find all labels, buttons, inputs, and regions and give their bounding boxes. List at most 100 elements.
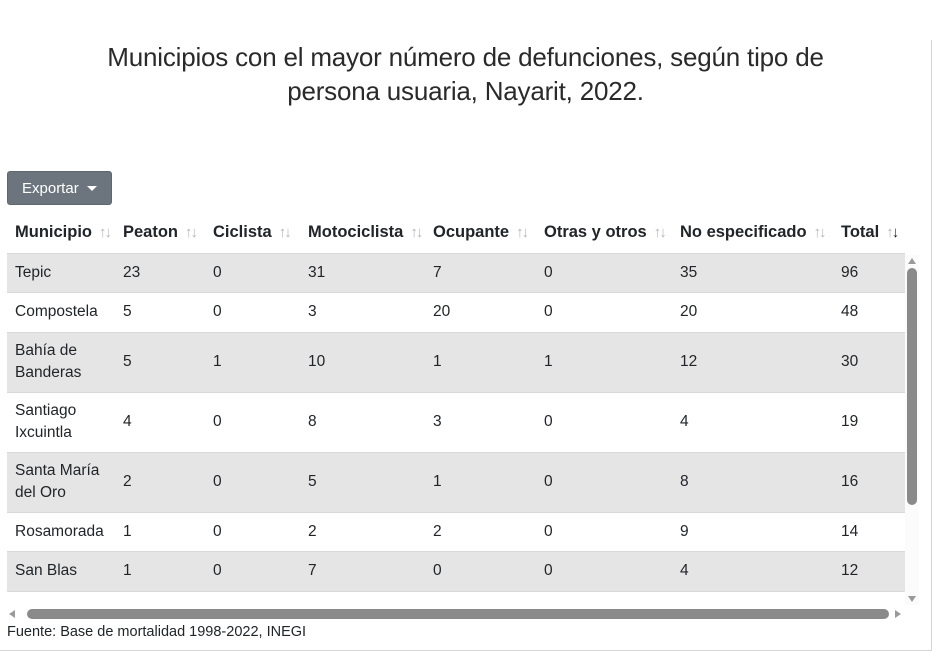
cell-value: 2 [433,522,442,540]
cell-value: 48 [841,303,859,321]
sort-icon: ↑↓ [410,224,423,241]
sort-icon: ↑↓ [813,224,827,241]
cell-value: 7 [308,562,317,580]
cell-value: 96 [841,264,859,281]
cell-municipio: Santa María del Oro [15,461,100,502]
table-row-santiago-ixcuintla: Santiago Ixcuintla 4 0 8 3 0 4 19 [7,392,905,453]
cell-value: 5 [123,353,132,371]
column-header-municipio[interactable]: Municipio ↑↓ [7,214,115,254]
cell-value: 19 [841,413,859,431]
cell-value: 1 [123,562,132,580]
cell-value: 10 [308,353,326,371]
cell-value: 0 [213,522,222,540]
scroll-down-icon[interactable] [908,596,916,602]
vertical-scrollbar[interactable] [905,255,919,605]
column-label: Ocupante [433,223,510,241]
cell-value: 1 [433,353,442,371]
page-root: Municipios con el mayor número de defunc… [0,40,932,651]
horizontal-scrollbar[interactable] [7,607,903,621]
cell-value: 0 [213,303,222,321]
table-header: Municipio ↑↓ Peaton ↑↓ Ciclista ↑↓ Motociclist… [7,214,905,254]
source-note: Fuente: Base de mortalidad 1998-2022, IN… [7,624,307,640]
column-header-peaton[interactable]: Peaton ↑↓ [115,214,205,254]
cell-value: 0 [544,473,553,491]
data-table: Municipio ↑↓ Peaton ↑↓ Ciclista ↑↓ Motociclist… [7,214,905,592]
column-label: Ciclista [213,223,272,241]
cell-value: 0 [544,413,553,431]
cell-value: 0 [213,264,222,281]
sort-desc-icon: ↓ [819,224,826,241]
sort-asc-icon: ↑ [185,224,192,241]
cell-value: 0 [544,303,553,321]
sort-desc-icon: ↓ [521,224,529,241]
sort-desc-icon: ↓ [891,224,899,241]
vertical-scrollbar-thumb[interactable] [907,268,917,505]
cell-value: 23 [123,264,141,281]
column-header-otras-y-otros[interactable]: Otras y otros ↑↓ [536,214,672,254]
sort-asc-icon: ↑ [813,224,821,241]
sort-icon: ↑↓ [516,224,529,241]
cell-value: 12 [841,562,859,580]
page-title: Municipios con el mayor número de defunc… [107,42,824,107]
cell-value: 1 [433,473,442,491]
column-label: Total [841,223,880,241]
cell-value: 9 [680,522,689,540]
column-header-total[interactable]: Total ↑↓ [833,214,905,254]
column-label: Otras y otros [544,223,647,241]
sort-icon: ↑↓ [279,224,292,241]
table-row-santa-mar-a-del-oro: Santa María del Oro 2 0 5 1 0 8 16 [7,452,905,513]
cell-municipio: Rosamorada [15,522,104,540]
sort-icon: ↑↓ [185,224,198,241]
caret-down-icon [86,185,97,191]
cell-value: 0 [213,562,222,580]
cell-municipio: Compostela [15,303,98,321]
cell-value: 4 [680,562,689,580]
scroll-left-icon[interactable] [9,610,15,618]
scroll-right-icon[interactable] [895,610,901,618]
table-header-row: Municipio ↑↓ Peaton ↑↓ Ciclista ↑↓ Motociclist… [7,214,905,254]
sort-asc-icon: ↑ [410,224,417,241]
sort-icon: ↑↓ [99,224,112,241]
cell-value: 7 [433,264,442,281]
sort-desc-icon: ↓ [659,224,666,241]
table-body: Tepic 23 0 31 7 0 35 96 Compostela 5 0 3 20 0 20 48 Bahí… [7,253,905,592]
cell-value: 8 [308,413,317,431]
column-header-ocupante[interactable]: Ocupante ↑↓ [425,214,536,254]
cell-value: 12 [680,353,698,371]
sort-asc-icon: ↑ [516,224,523,241]
table-row-rosamorada: Rosamorada 1 0 2 2 0 9 14 [7,512,905,552]
cell-value: 31 [308,264,326,281]
table-scroll-region: Municipio ↑↓ Peaton ↑↓ Ciclista ↑↓ Motociclist… [7,214,905,592]
column-label: Peaton [123,223,179,241]
cell-value: 1 [213,353,222,371]
column-label: Motociclista [308,223,404,241]
cell-value: 2 [308,522,317,540]
scroll-up-icon[interactable] [908,258,916,264]
column-header-ciclista[interactable]: Ciclista ↑↓ [205,214,300,254]
export-button-label: Exportar [22,179,79,197]
cell-value: 20 [433,303,451,321]
table-row-bah-a-de-banderas: Bahía de Banderas 5 1 10 1 1 12 30 [7,332,905,393]
cell-value: 0 [433,562,442,580]
export-button[interactable]: Exportar [7,171,112,205]
cell-value: 30 [841,353,859,371]
sort-desc-icon: ↓ [104,224,112,241]
cell-value: 0 [213,413,222,431]
column-header-no-especificado[interactable]: No especificado ↑↓ [672,214,833,254]
cell-value: 1 [123,522,132,540]
sort-asc-icon: ↑ [653,224,661,241]
cell-value: 3 [308,303,317,321]
cell-value: 4 [123,413,132,431]
column-label: No especificado [680,223,807,241]
cell-value: 16 [841,473,859,491]
cell-municipio: Santiago Ixcuintla [15,401,77,442]
sort-desc-icon: ↓ [190,224,198,241]
sort-icon: ↑↓ [886,224,899,241]
sort-asc-icon: ↑ [886,224,893,241]
column-label: Municipio [15,223,92,241]
cell-value: 20 [680,303,698,321]
sort-desc-icon: ↓ [415,224,423,241]
sort-icon: ↑↓ [653,224,667,241]
column-header-motociclista[interactable]: Motociclista ↑↓ [300,214,425,254]
cell-value: 1 [544,353,553,371]
